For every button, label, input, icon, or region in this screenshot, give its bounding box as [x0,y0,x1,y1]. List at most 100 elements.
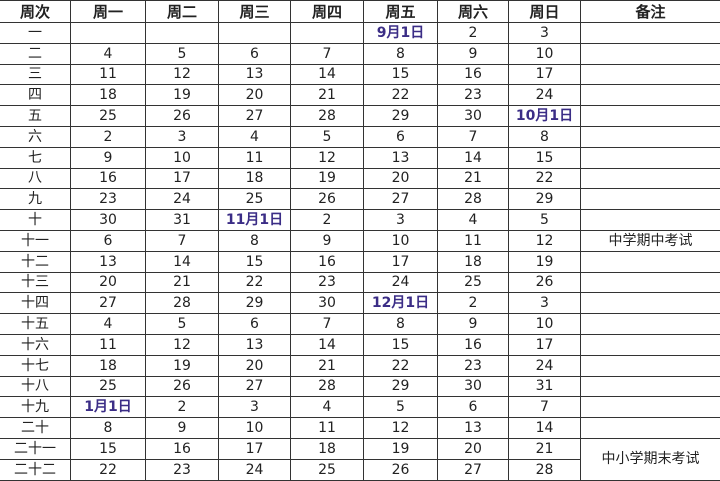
date-cell: 18 [438,251,509,272]
date-cell: 9月1日 [364,23,438,44]
date-cell: 12 [509,230,581,251]
date-cell: 19 [146,355,219,376]
date-cell: 14 [291,334,364,355]
date-cell: 9 [146,418,219,439]
date-cell: 7 [509,397,581,418]
date-cell: 21 [509,438,581,459]
date-cell: 11月1日 [219,210,291,231]
date-cell: 21 [146,272,219,293]
date-cell: 22 [509,168,581,189]
date-cell: 19 [291,168,364,189]
date-cell: 19 [364,438,438,459]
date-cell: 20 [219,355,291,376]
date-cell: 8 [219,230,291,251]
date-cell: 2 [438,293,509,314]
date-cell: 28 [509,459,581,480]
date-cell: 13 [219,64,291,85]
date-cell: 19 [509,251,581,272]
week-number-cell: 十三 [0,272,71,293]
date-cell: 21 [438,168,509,189]
date-cell: 26 [291,189,364,210]
column-header: 周六 [438,1,509,23]
note-cell [581,168,720,189]
date-cell: 28 [291,106,364,127]
date-cell: 5 [146,314,219,335]
date-cell: 17 [146,168,219,189]
date-cell: 30 [438,376,509,397]
date-cell: 2 [291,210,364,231]
date-cell: 28 [291,376,364,397]
date-cell: 13 [71,251,146,272]
week-number-cell: 十 [0,210,71,231]
date-cell: 11 [71,64,146,85]
column-header: 周四 [291,1,364,23]
date-cell: 15 [364,64,438,85]
date-cell: 17 [509,64,581,85]
date-cell [71,23,146,44]
week-number-cell: 十五 [0,314,71,335]
date-cell: 6 [438,397,509,418]
date-cell: 24 [509,355,581,376]
date-cell: 25 [71,106,146,127]
date-cell: 16 [291,251,364,272]
date-cell: 24 [219,459,291,480]
date-cell: 26 [146,376,219,397]
date-cell: 30 [291,293,364,314]
date-cell: 23 [291,272,364,293]
date-cell: 4 [219,126,291,147]
date-cell: 2 [146,397,219,418]
date-cell: 1月1日 [71,397,146,418]
date-cell: 10 [509,43,581,64]
date-cell: 29 [219,293,291,314]
date-cell: 12 [146,334,219,355]
date-cell: 21 [291,85,364,106]
date-cell [146,23,219,44]
note-cell [581,251,720,272]
date-cell: 2 [438,23,509,44]
date-cell: 28 [438,189,509,210]
date-cell: 24 [509,85,581,106]
date-cell: 4 [438,210,509,231]
date-cell: 26 [146,106,219,127]
date-cell: 14 [509,418,581,439]
date-cell: 20 [438,438,509,459]
date-cell: 10 [146,147,219,168]
note-cell [581,210,720,231]
date-cell: 15 [509,147,581,168]
date-cell: 6 [219,43,291,64]
date-cell: 28 [146,293,219,314]
date-cell: 26 [509,272,581,293]
date-cell: 23 [438,355,509,376]
week-number-cell: 七 [0,147,71,168]
date-cell: 23 [146,459,219,480]
date-cell: 4 [291,397,364,418]
date-cell: 5 [146,43,219,64]
date-cell: 22 [71,459,146,480]
date-cell: 9 [71,147,146,168]
date-cell: 16 [438,334,509,355]
date-cell: 23 [71,189,146,210]
note-cell: 中小学期末考试 [581,438,720,480]
date-cell: 15 [219,251,291,272]
date-cell: 29 [364,376,438,397]
date-cell: 26 [364,459,438,480]
note-cell [581,23,720,44]
date-cell: 22 [219,272,291,293]
date-cell: 13 [438,418,509,439]
date-cell: 6 [219,314,291,335]
date-cell: 6 [364,126,438,147]
date-cell: 27 [438,459,509,480]
date-cell: 30 [71,210,146,231]
